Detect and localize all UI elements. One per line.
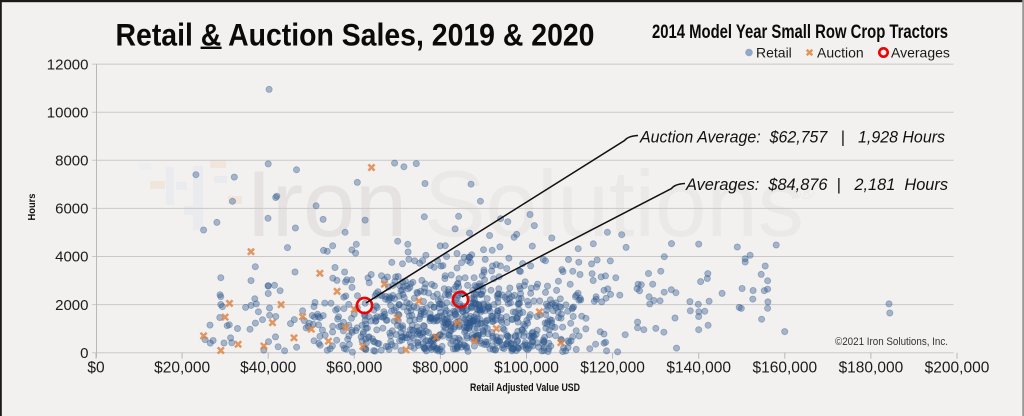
svg-text:10000: 10000: [47, 104, 89, 121]
svg-text:0: 0: [80, 345, 88, 362]
svg-text:$0: $0: [87, 360, 105, 377]
svg-text:2000: 2000: [55, 297, 88, 314]
svg-text:8000: 8000: [55, 153, 88, 170]
svg-text:$200,000: $200,000: [925, 360, 990, 377]
svg-text:Solutions: Solutions: [424, 151, 804, 256]
svg-text:$140,000: $140,000: [666, 360, 731, 377]
svg-text:Averages: $84,876 | 2,181: Averages: $84,876 | 2,181 Hours: [685, 176, 948, 194]
svg-text:$120,000: $120,000: [580, 360, 645, 377]
svg-text:2014 Model Year Small Row Crop: 2014 Model Year Small Row Crop Tractors: [652, 22, 948, 43]
svg-text:Retail & Auction Sales, 2019 &: Retail & Auction Sales, 2019 & 2020: [116, 17, 595, 53]
svg-text:®: ®: [799, 181, 815, 204]
svg-text:Auction Average: $62,757 |: Auction Average: $62,757 | 1,928 Hours: [639, 129, 945, 147]
svg-text:Hours: Hours: [26, 193, 38, 220]
svg-text:©2021 Iron Solutions, Inc.: ©2021 Iron Solutions, Inc.: [835, 336, 948, 348]
svg-text:$180,000: $180,000: [839, 360, 904, 377]
svg-text:Retail Adjusted Value USD: Retail Adjusted Value USD: [470, 382, 580, 394]
svg-text:Averages: Averages: [891, 44, 950, 60]
svg-text:Retail: Retail: [756, 44, 792, 60]
svg-text:$100,000: $100,000: [494, 360, 559, 377]
svg-text:$80,000: $80,000: [412, 360, 468, 377]
svg-text:12000: 12000: [47, 56, 89, 73]
svg-text:Auction: Auction: [817, 44, 864, 60]
svg-text:4000: 4000: [55, 249, 88, 266]
svg-text:$60,000: $60,000: [326, 360, 382, 377]
svg-text:Iron: Iron: [246, 151, 407, 256]
svg-text:6000: 6000: [55, 201, 88, 218]
svg-text:$40,000: $40,000: [240, 360, 296, 377]
svg-text:$20,000: $20,000: [154, 360, 210, 377]
svg-text:$160,000: $160,000: [752, 360, 817, 377]
